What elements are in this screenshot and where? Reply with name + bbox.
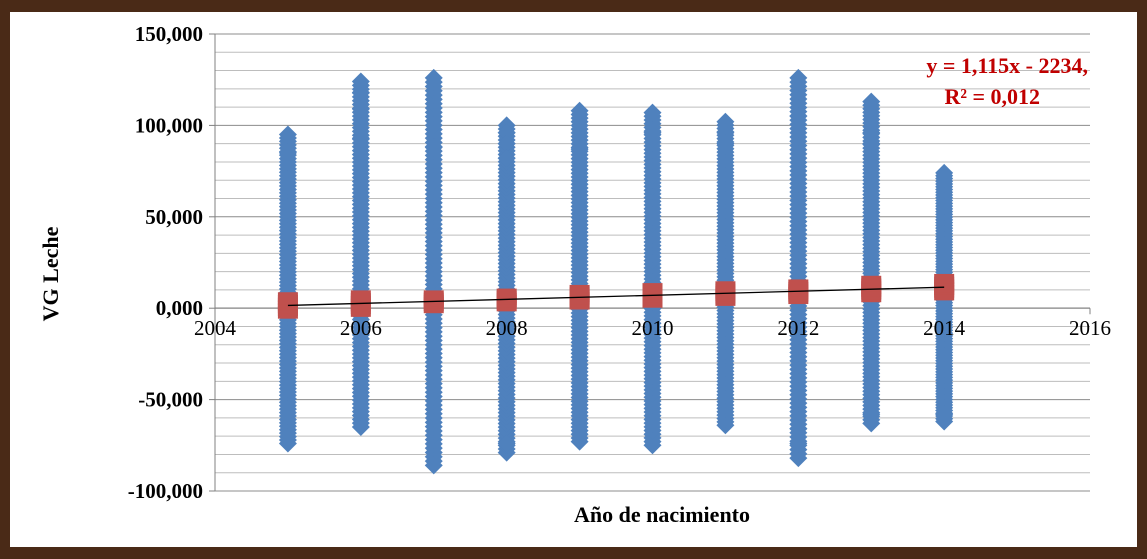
- data-point: [789, 419, 808, 438]
- data-point: [570, 140, 589, 159]
- trendline: [287, 286, 945, 307]
- data-point: [643, 123, 662, 142]
- data-point: [424, 138, 443, 157]
- y-tick-label: 100,000: [135, 113, 203, 137]
- y-tick-label: -50,000: [138, 388, 203, 412]
- x-tick-label: 2010: [632, 316, 674, 340]
- data-point: [861, 275, 882, 286]
- x-tick-label: 2014: [923, 316, 966, 340]
- data-point: [496, 288, 517, 299]
- trendline-line: [287, 286, 945, 307]
- series-red-points: [277, 273, 955, 319]
- y-tick-label: 50,000: [145, 205, 203, 229]
- data-point: [351, 129, 370, 148]
- data-point: [789, 434, 808, 453]
- data-point: [569, 284, 590, 295]
- scatter-chart: -100,000 -50,000 0,000 50,000 100,000 150,000…: [38, 22, 1111, 527]
- y-tick-label: -100,000: [128, 479, 203, 503]
- data-point: [716, 112, 735, 131]
- data-point: [788, 279, 809, 290]
- data-point: [789, 68, 808, 87]
- data-point: [715, 281, 736, 292]
- x-axis-title: Año de nacimiento: [574, 502, 750, 527]
- y-axis-title: VG Leche: [38, 226, 63, 321]
- data-point: [934, 273, 955, 284]
- y-tick-labels: -100,000 -50,000 0,000 50,000 100,000 150,000: [128, 22, 203, 503]
- x-tick-label: 2008: [486, 316, 528, 340]
- data-point: [424, 68, 443, 87]
- data-point: [497, 149, 516, 168]
- data-point: [497, 434, 516, 453]
- data-point: [277, 292, 298, 303]
- data-point: [497, 123, 516, 142]
- data-point: [862, 134, 881, 153]
- data-point: [935, 405, 954, 424]
- data-point: [497, 134, 516, 153]
- data-point: [351, 99, 370, 118]
- data-point: [423, 290, 444, 301]
- data-point: [716, 123, 735, 142]
- y-tick-label: 150,000: [135, 22, 203, 46]
- data-point: [350, 290, 371, 301]
- data-point: [789, 107, 808, 126]
- data-point: [935, 163, 954, 182]
- data-point: [643, 103, 662, 122]
- data-point: [351, 83, 370, 102]
- data-point: [278, 143, 297, 162]
- trendline-r-squared: R² = 0,012: [944, 84, 1040, 109]
- data-point: [862, 123, 881, 142]
- data-point: [642, 283, 663, 294]
- data-point: [570, 101, 589, 120]
- x-tick-label: 2004: [194, 316, 237, 340]
- data-point: [351, 72, 370, 91]
- data-point: [862, 92, 881, 111]
- data-point: [862, 405, 881, 424]
- x-tick-label: 2012: [777, 316, 819, 340]
- x-tick-label: 2006: [340, 316, 382, 340]
- x-tick-labels: 2004 2006 2008 2010 2012 2014 2016: [194, 316, 1111, 340]
- data-point: [716, 134, 735, 153]
- x-tick-label: 2016: [1069, 316, 1111, 340]
- y-tick-label: 0,000: [156, 296, 203, 320]
- trendline-equation: y = 1,115x - 2234,: [926, 53, 1088, 78]
- chart-area: -100,000 -50,000 0,000 50,000 100,000 150,000…: [10, 12, 1137, 547]
